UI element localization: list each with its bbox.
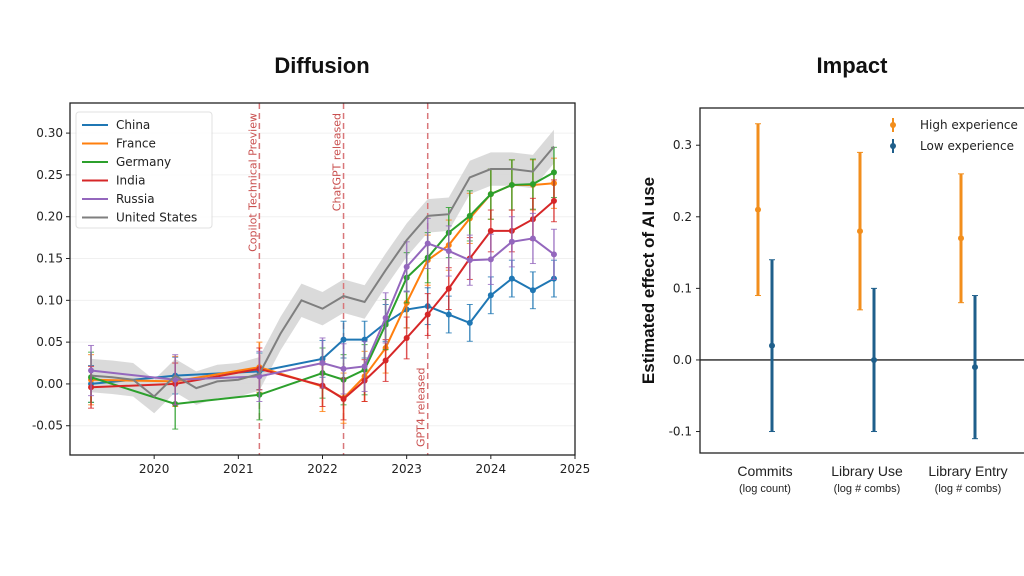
data-point: [319, 360, 326, 367]
x-tick-label: 2020: [139, 462, 170, 476]
data-point: [871, 356, 877, 363]
x-tick-label: 2025: [560, 462, 591, 476]
legend-box: [75, 111, 213, 229]
legend-marker: [890, 143, 896, 149]
impact-title: Impact: [817, 53, 889, 78]
data-point: [508, 181, 515, 188]
legend-marker: [890, 122, 896, 128]
impact-chart: -0.1 0.0 0.1 0.2 0.3 High experience Low exper…: [639, 107, 1024, 495]
data-point: [487, 227, 494, 234]
united-states-confidence-band: [91, 129, 554, 414]
category-label: Commits: [737, 463, 792, 479]
data-point: [972, 364, 978, 371]
y-tick-label: 0.1: [673, 281, 692, 295]
data-point: [487, 191, 494, 198]
category-label: Library Use: [831, 463, 903, 479]
data-point: [529, 287, 536, 294]
y-tick-label: 0.25: [36, 168, 63, 182]
data-point: [424, 311, 431, 318]
event-label: Copilot Technical Preview: [246, 113, 259, 252]
category-sublabel: (log # combs): [834, 483, 901, 495]
y-tick-label: 0.05: [36, 335, 63, 349]
data-point: [382, 357, 389, 364]
legend-label: India: [116, 174, 145, 188]
event-label: GPT4 released: [415, 368, 428, 447]
data-point: [529, 181, 536, 188]
data-point: [340, 336, 347, 343]
y-tick-label: 0.15: [36, 252, 63, 266]
data-point: [550, 251, 557, 258]
legend-label: Germany: [116, 155, 171, 169]
y-tick-label: 0.0: [673, 353, 692, 367]
series-line-united-states: [90, 145, 555, 398]
plot-frame: [699, 107, 1024, 454]
data-point: [958, 235, 964, 242]
data-point: [466, 319, 473, 326]
y-axis-label: Estimated effect of AI use: [639, 177, 658, 384]
data-point: [445, 285, 452, 292]
y-tick-label: -0.05: [32, 419, 63, 433]
legend-label: Low experience: [920, 139, 1014, 153]
plot-frame: [69, 102, 576, 456]
diffusion-title: Diffusion: [274, 53, 369, 78]
data-point: [382, 314, 389, 321]
legend-label: China: [116, 118, 150, 132]
diffusion-chart: -0.05 0.00 0.05 0.10 0.15 0.20 0.25 0.30 2020 202…: [32, 102, 591, 476]
event-label: ChatGPT released: [331, 113, 344, 211]
data-point: [403, 263, 410, 270]
data-point: [550, 197, 557, 204]
x-tick-label: 2024: [476, 462, 507, 476]
y-tick-label: 0.00: [36, 377, 63, 391]
data-point: [445, 311, 452, 318]
data-point: [857, 228, 863, 235]
data-point: [550, 169, 557, 176]
y-tick-label: 0.3: [673, 138, 692, 152]
y-tick-label: 0.2: [673, 210, 692, 224]
legend-label: High experience: [920, 118, 1018, 132]
x-tick-label: 2023: [391, 462, 422, 476]
legend-label: United States: [116, 211, 197, 225]
data-point: [88, 367, 95, 374]
data-point: [755, 206, 761, 213]
category-sublabel: (log # combs): [935, 483, 1002, 495]
category-sublabel: (log count): [739, 483, 791, 495]
data-point: [466, 212, 473, 219]
data-point: [424, 240, 431, 247]
legend-label: France: [116, 137, 156, 151]
data-point: [340, 365, 347, 372]
y-tick-label: 0.10: [36, 293, 63, 307]
data-point: [340, 395, 347, 402]
data-point: [508, 275, 515, 282]
data-point: [361, 363, 368, 370]
x-tick-label: 2021: [223, 462, 254, 476]
data-point: [529, 235, 536, 242]
category-label: Library Entry: [928, 463, 1007, 479]
data-point: [403, 334, 410, 341]
y-tick-label: -0.1: [669, 425, 692, 439]
data-point: [769, 342, 775, 349]
data-point: [466, 257, 473, 264]
x-tick-label: 2022: [307, 462, 338, 476]
data-point: [445, 247, 452, 254]
data-point: [487, 292, 494, 299]
legend-label: Russia: [116, 192, 155, 206]
data-point: [487, 256, 494, 263]
y-tick-label: 0.30: [36, 126, 63, 140]
data-point: [508, 238, 515, 245]
y-tick-label: 0.20: [36, 210, 63, 224]
